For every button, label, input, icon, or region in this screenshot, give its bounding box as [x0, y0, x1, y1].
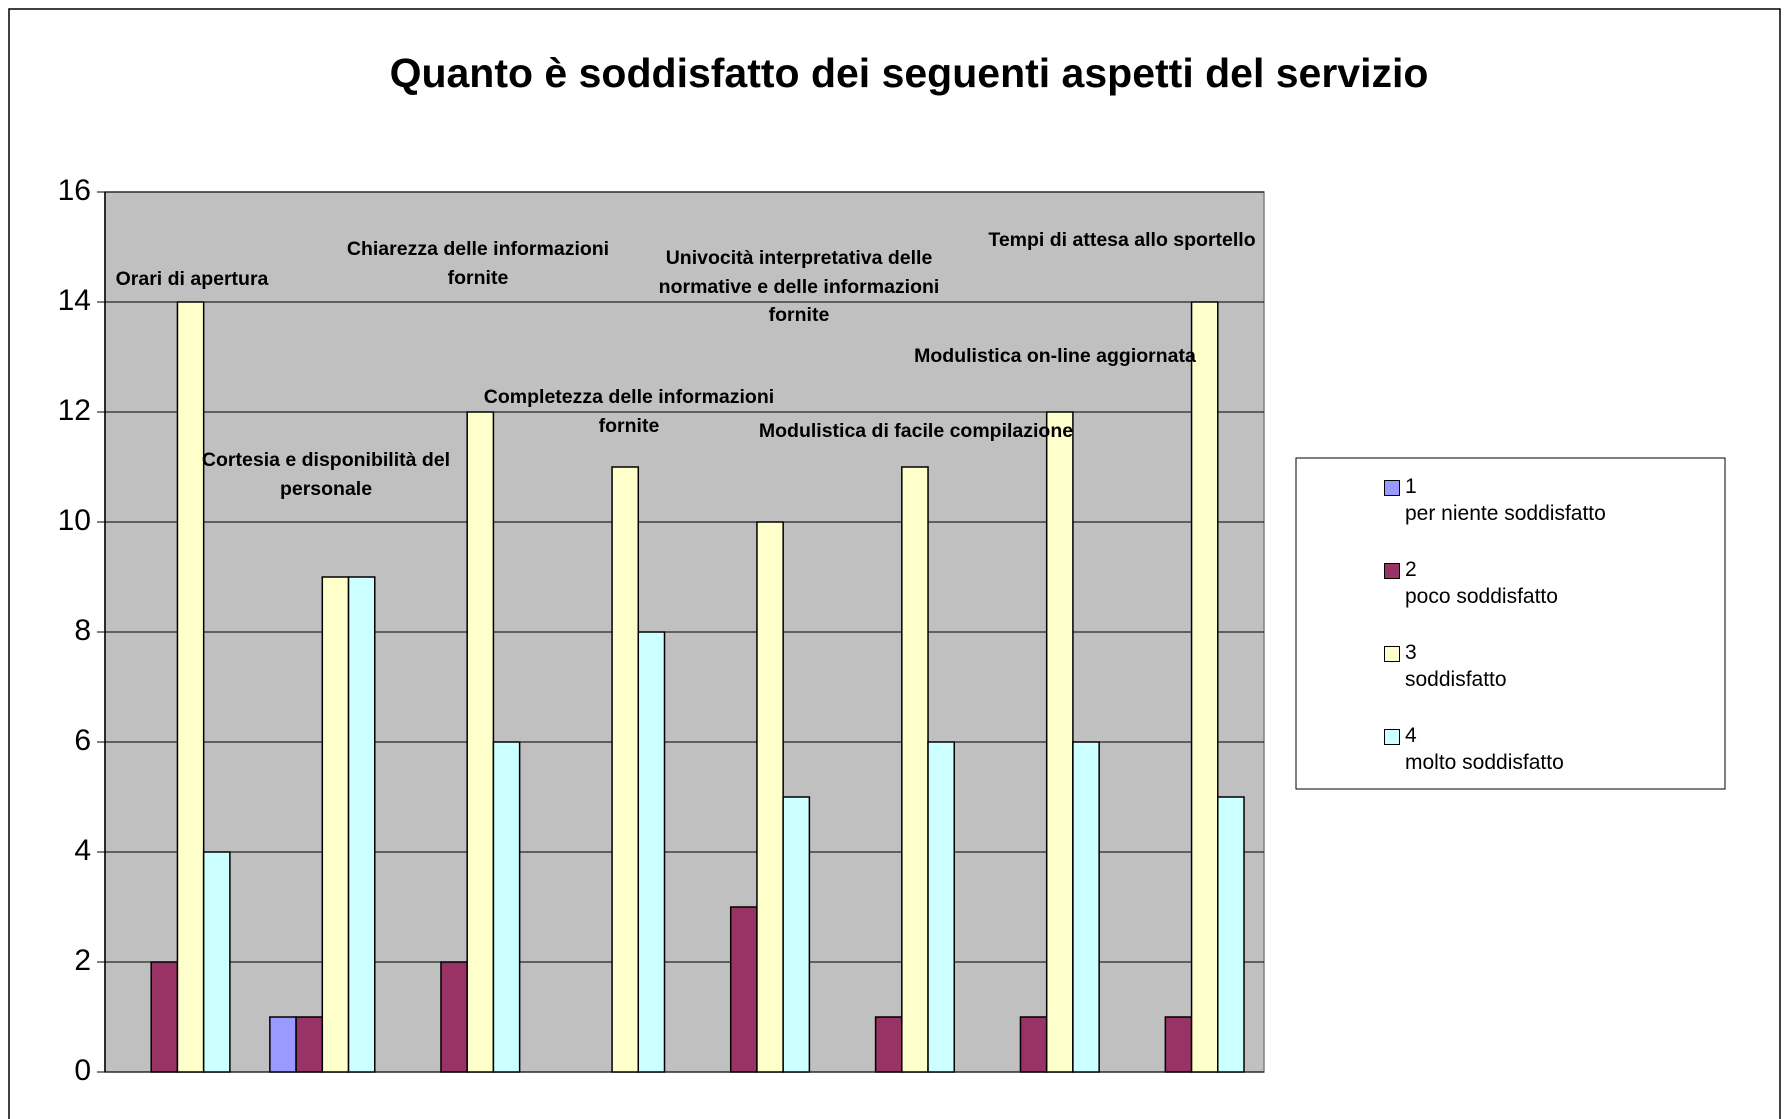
- bar: [1045, 411, 1074, 1073]
- bar: [466, 411, 495, 1073]
- bar: [1190, 301, 1219, 1073]
- bar: [440, 961, 468, 1073]
- bar: [150, 961, 179, 1073]
- legend-swatch: [1384, 563, 1400, 579]
- legend-swatch: [1384, 729, 1400, 745]
- legend-label: 3 soddisfatto: [1405, 641, 1507, 691]
- category-label: Modulistica di facile compilazione: [758, 420, 1074, 442]
- bar: [756, 521, 784, 1073]
- category-label: Orari di apertura: [115, 268, 269, 290]
- legend-label: 2 poco soddisfatto: [1405, 558, 1558, 608]
- bar: [901, 466, 929, 1073]
- y-tick-label: 0: [74, 1054, 91, 1087]
- bar: [782, 796, 811, 1073]
- bar: [1217, 796, 1245, 1073]
- bar: [269, 1016, 297, 1073]
- frame: [8, 8, 1781, 1119]
- category-label: Chiarezza delle informazioni fornite: [346, 238, 610, 289]
- y-tick-label: 14: [58, 284, 91, 317]
- y-tick-label: 16: [58, 174, 91, 207]
- bar: [295, 1016, 324, 1073]
- bar: [1072, 741, 1100, 1073]
- bar: [321, 576, 350, 1073]
- chart-title: Quanto è soddisfatto dei seguenti aspett…: [390, 50, 1429, 96]
- bar: [874, 1016, 903, 1073]
- bar: [176, 301, 205, 1073]
- bar: [729, 906, 758, 1073]
- legend-swatch: [1384, 646, 1400, 662]
- legend-swatch: [1384, 480, 1400, 496]
- bar: [1164, 1016, 1193, 1073]
- y-tick-label: 10: [58, 504, 91, 537]
- category-label: Cortesia e disponibilità del personale: [201, 449, 451, 500]
- y-tick-label: 4: [74, 834, 91, 867]
- bar: [202, 851, 231, 1073]
- y-tick-label: 12: [58, 394, 91, 427]
- y-tick-label: 6: [74, 724, 91, 757]
- bar: [1019, 1016, 1048, 1073]
- category-label: Tempi di attesa allo sportello: [988, 229, 1256, 251]
- category-label: Modulistica on-line aggiornata: [914, 345, 1196, 367]
- legend-box: [1295, 457, 1726, 790]
- bar: [492, 741, 521, 1073]
- legend-label: 4 molto soddisfatto: [1405, 724, 1564, 774]
- y-tick-label: 2: [74, 944, 91, 977]
- bar: [347, 576, 376, 1073]
- bar: [611, 466, 640, 1073]
- legend-label: 1 per niente soddisfatto: [1405, 475, 1606, 525]
- bar: [637, 631, 666, 1073]
- y-tick-label: 8: [74, 614, 91, 647]
- category-label: Completezza delle informazioni fornite: [483, 386, 775, 437]
- bar: [927, 741, 956, 1073]
- category-label: Univocità interpretativa delle normative…: [658, 247, 940, 326]
